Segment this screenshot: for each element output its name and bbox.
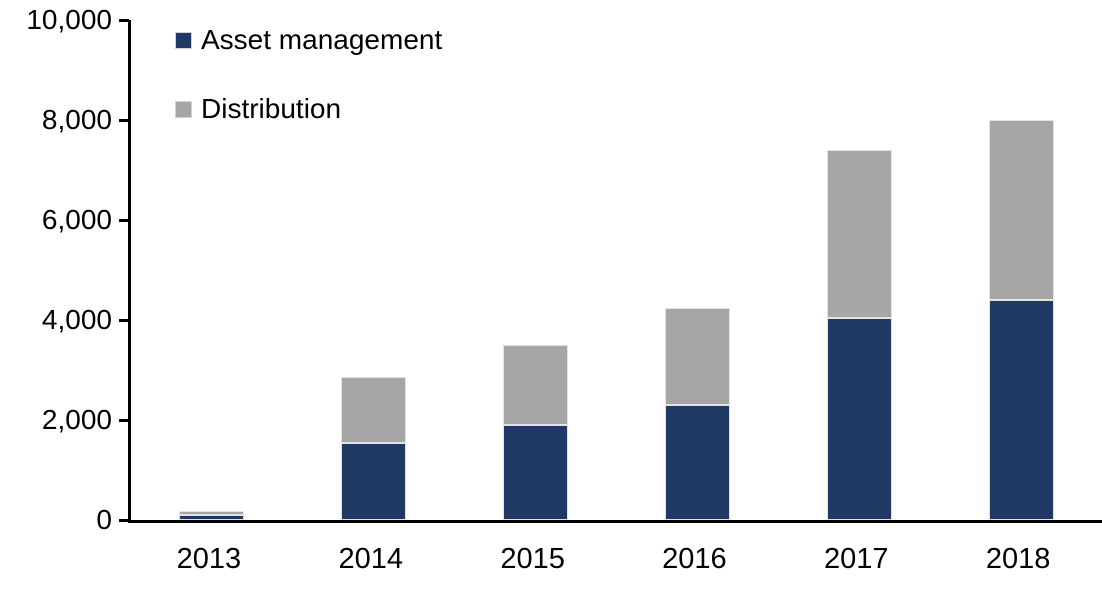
y-axis-ticks [119, 19, 129, 522]
y-axis-label: 10,000 [26, 4, 112, 35]
x-axis-label: 2014 [338, 543, 403, 575]
legend-item-asset-management: Asset management [175, 23, 442, 57]
y-axis-tick-mark [119, 19, 129, 22]
y-axis-label: 2,000 [41, 404, 112, 435]
x-axis-label: 2013 [176, 543, 242, 575]
legend-label-asset-management: Asset management [201, 24, 443, 55]
bar-segment-asset-management-2016 [664, 405, 730, 520]
bar-segment-distribution-2018 [988, 120, 1054, 300]
y-axis-label: 0 [96, 504, 112, 535]
legend-item-distribution: Distribution [175, 92, 442, 126]
y-axis-label: 8,000 [41, 104, 112, 135]
bar-2017 [826, 150, 892, 520]
bar-segment-distribution-2016 [664, 307, 730, 405]
bar-segment-asset-management-2017 [826, 317, 892, 520]
bar-2014 [341, 376, 407, 520]
y-axis-label: 4,000 [41, 304, 112, 335]
bar-segment-distribution-2014 [341, 376, 407, 443]
legend: Asset management Distribution [175, 23, 442, 161]
plot-area: Asset management Distribution [128, 20, 1102, 523]
x-axis-label: 2015 [500, 543, 565, 575]
y-axis-tick-mark [119, 419, 129, 422]
bar-segment-distribution-2015 [503, 345, 569, 425]
x-axis-label: 2018 [985, 543, 1051, 575]
bar-segment-asset-management-2015 [503, 425, 569, 520]
bar-segment-distribution-2013 [179, 510, 245, 515]
legend-swatch-distribution-icon [175, 100, 192, 118]
bar-2015 [503, 345, 569, 520]
y-axis-tick-mark [119, 319, 129, 322]
x-axis-label: 2016 [662, 543, 727, 575]
bar-2018 [988, 120, 1054, 520]
x-axis: 2013 2014 2015 2016 2017 2018 [128, 543, 1099, 583]
bar-segment-distribution-2017 [826, 150, 892, 318]
bar-2013 [179, 510, 245, 520]
y-axis-label: 6,000 [41, 204, 112, 235]
y-axis-tick-mark [119, 119, 129, 122]
y-axis-tick-mark [119, 519, 129, 522]
x-axis-label: 2017 [823, 543, 889, 575]
bar-segment-asset-management-2014 [341, 442, 407, 520]
y-axis-tick-mark [119, 219, 129, 222]
legend-swatch-asset-management-icon [175, 31, 192, 49]
y-axis: 0 2,000 4,000 6,000 8,000 10,000 [0, 4, 112, 535]
bar-segment-asset-management-2018 [988, 300, 1054, 520]
legend-label-distribution: Distribution [201, 93, 342, 124]
bar-segment-asset-management-2013 [179, 514, 245, 520]
bar-2016 [664, 307, 730, 520]
